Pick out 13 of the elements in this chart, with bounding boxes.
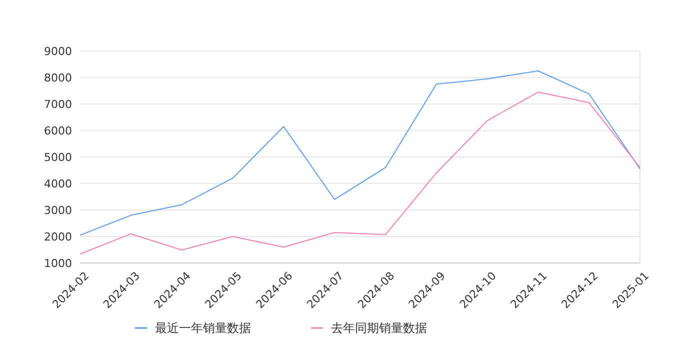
y-tick-label: 9000 [44, 44, 72, 58]
y-tick-label: 4000 [44, 177, 72, 190]
legend-label: 去年同期销量数据 [331, 321, 427, 336]
y-tick-label: 2000 [44, 230, 72, 244]
line-series [80, 70, 640, 236]
y-tick-label: 7000 [44, 98, 72, 111]
y-tick-label: 1000 [44, 256, 72, 270]
y-tick-label: 3000 [44, 204, 72, 217]
line-series [80, 92, 640, 254]
y-tick-label: 8000 [44, 71, 72, 84]
y-tick-label: 6000 [44, 124, 72, 138]
legend-label: 最近一年销量数据 [155, 321, 251, 336]
y-tick-label: 5000 [44, 150, 72, 164]
